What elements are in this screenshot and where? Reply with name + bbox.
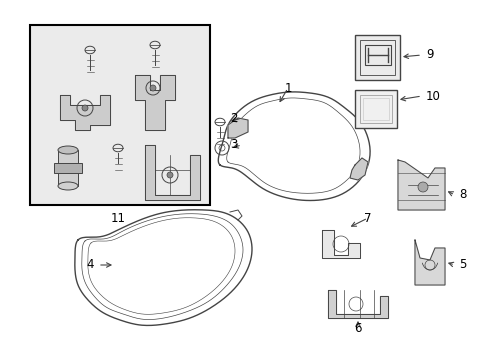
Polygon shape [349,158,367,180]
Text: 6: 6 [353,321,361,334]
Polygon shape [321,230,359,258]
Bar [54,163,82,173]
Text: 5: 5 [458,258,466,271]
Ellipse shape [58,146,78,154]
Text: 1: 1 [284,81,291,94]
Circle shape [150,85,156,91]
Polygon shape [145,145,200,200]
Bar [359,40,394,75]
Text: 9: 9 [425,49,433,62]
Circle shape [417,182,427,192]
Polygon shape [227,118,247,138]
Text: 4: 4 [86,258,94,271]
Text: 3: 3 [230,139,238,152]
Bar [58,150,78,186]
Text: 10: 10 [425,90,440,103]
Circle shape [167,172,173,178]
Circle shape [82,105,88,111]
Polygon shape [414,240,444,285]
Bar [362,98,388,120]
Bar [364,45,390,65]
Text: 7: 7 [364,211,371,225]
Text: 11: 11 [110,211,125,225]
Polygon shape [60,95,110,130]
Polygon shape [397,160,444,210]
Bar [359,95,391,123]
Ellipse shape [58,182,78,190]
Text: 8: 8 [458,189,466,202]
Polygon shape [135,75,175,130]
Text: 2: 2 [230,112,238,125]
Bar [354,35,399,80]
Bar [354,90,396,128]
Polygon shape [327,290,387,318]
Bar [30,25,209,205]
